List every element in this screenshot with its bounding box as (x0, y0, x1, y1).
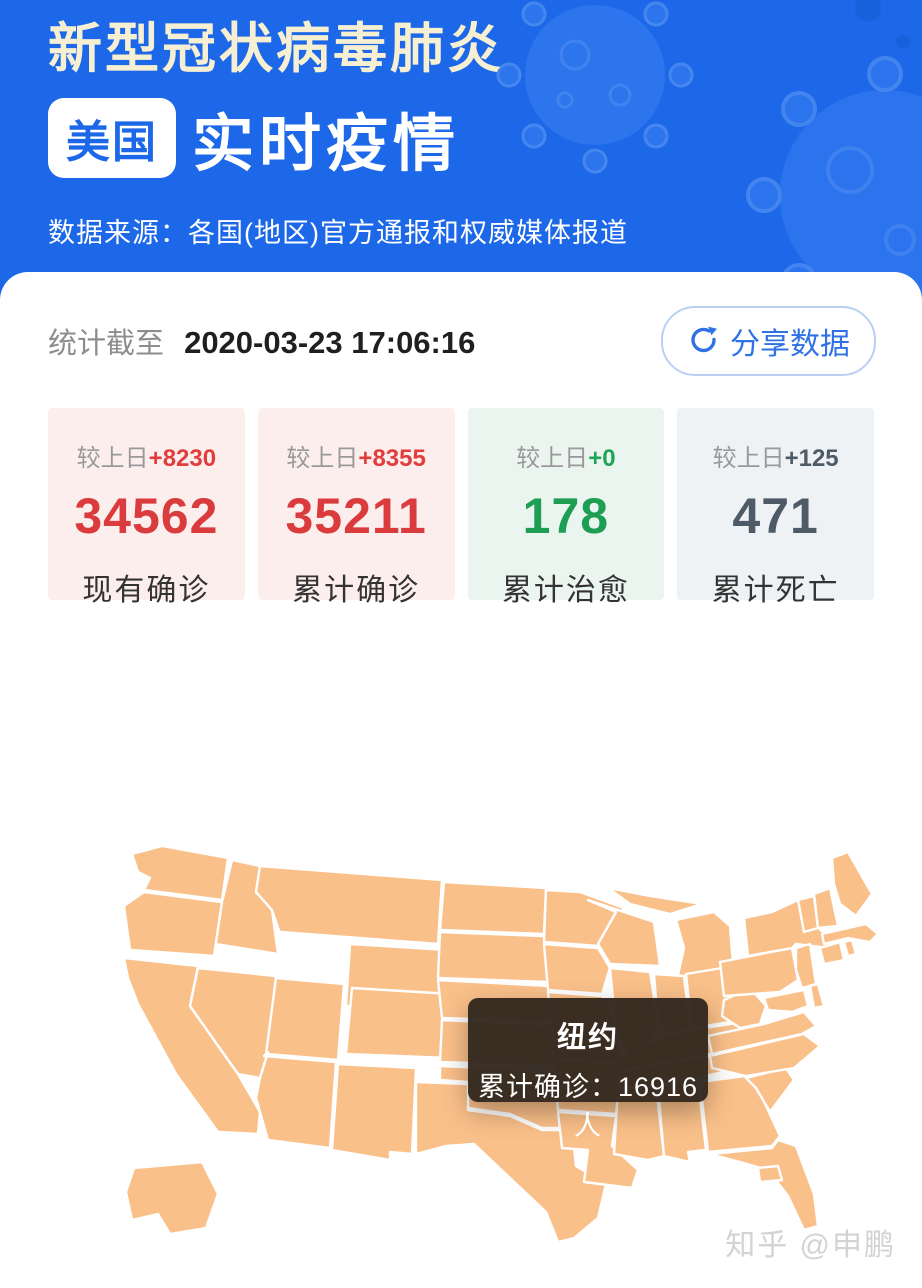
stat-label: 现有确诊 (82, 574, 211, 607)
stat-value: 34562 (74, 488, 219, 544)
stat-cards-row: 较上日+8230 34562 现有确诊 较上日+8355 35211 累计确诊 … (48, 408, 874, 607)
diff-value: +0 (588, 445, 616, 472)
state-RI[interactable] (842, 938, 858, 958)
tooltip-confirmed-line: 累计确诊：16916人 (477, 1072, 699, 1141)
stat-value: 35211 (285, 488, 427, 544)
state-TX[interactable] (414, 1080, 608, 1244)
state-DE[interactable] (808, 982, 826, 1010)
state-PR[interactable] (756, 1164, 784, 1184)
state-ME[interactable] (830, 850, 874, 918)
stat-value: 471 (732, 488, 819, 544)
diff-prefix: 较上日 (76, 445, 149, 472)
stat-card-cumulative-deaths: 较上日+125 471 累计死亡 (677, 408, 874, 607)
content-sheet: 统计截至 2020-03-23 17:06:16 分享数据 较上日+8230 3… (0, 272, 922, 1288)
stat-label: 累计死亡 (711, 574, 840, 607)
state-IA[interactable] (542, 942, 612, 996)
timestamp-value: 2020-03-23 17:06:16 (184, 325, 476, 360)
state-ND[interactable] (438, 880, 548, 936)
state-CT[interactable] (818, 940, 846, 966)
stat-card-cumulative-confirmed: 较上日+8355 35211 累计确诊 (257, 408, 455, 607)
stat-label: 累计确诊 (292, 574, 421, 607)
state-AZ[interactable] (254, 1050, 338, 1150)
diff-value: +8355 (358, 445, 426, 472)
state-MI-upper[interactable] (606, 886, 704, 916)
state-CO[interactable] (344, 986, 454, 1060)
state-NH[interactable] (812, 886, 840, 930)
timestamp-row: 统计截至 2020-03-23 17:06:16 (48, 320, 475, 362)
page-subtitle: 实时疫情 (192, 110, 461, 180)
state-MD[interactable] (762, 988, 810, 1014)
header-banner: 新型冠状病毒肺炎 美国 实时疫情 数据来源：各国(地区)官方通报和权威媒体报道 (0, 0, 922, 312)
diff-prefix: 较上日 (286, 445, 359, 472)
diff-value: +125 (784, 445, 839, 472)
state-WI[interactable] (586, 898, 662, 968)
timestamp-prefix: 统计截至 (48, 328, 165, 360)
stat-card-cumulative-cured: 较上日+0 178 累计治愈 (467, 408, 665, 607)
state-WA[interactable] (130, 844, 230, 902)
state-MT[interactable] (254, 864, 444, 946)
state-FL[interactable] (708, 1138, 820, 1232)
state-SD[interactable] (436, 930, 550, 984)
map-tooltip: 纽约 累计确诊：16916人 (468, 998, 708, 1141)
diff-prefix: 较上日 (712, 445, 785, 472)
data-source-line: 数据来源：各国(地区)官方通报和权威媒体报道 (48, 218, 628, 249)
stat-card-existing-confirmed: 较上日+8230 34562 现有确诊 (48, 408, 245, 607)
circular-arrow-icon (691, 326, 717, 353)
tooltip-state-name: 纽约 (556, 1022, 619, 1054)
state-UT[interactable] (264, 976, 346, 1062)
state-OR[interactable] (122, 890, 224, 958)
stat-value: 178 (522, 488, 610, 544)
state-NM[interactable] (330, 1062, 418, 1162)
share-data-label: 分享数据 (730, 328, 850, 361)
virus-decoration-icon (496, 0, 922, 312)
state-AK[interactable] (124, 1160, 220, 1236)
state-MA[interactable] (820, 922, 880, 946)
country-badge: 美国 (48, 98, 176, 179)
watermark: 知乎 @申鹏 (725, 1229, 896, 1262)
diff-value: +8230 (148, 445, 217, 472)
share-data-button[interactable]: 分享数据 (661, 306, 876, 376)
state-NJ[interactable] (794, 942, 818, 990)
usa-map: 纽约 累计确诊：16916人 (110, 838, 910, 1248)
diff-prefix: 较上日 (516, 445, 589, 472)
state-VA[interactable] (706, 1010, 818, 1056)
page-title: 新型冠状病毒肺炎 (48, 19, 504, 79)
stat-label: 累计治愈 (501, 574, 630, 607)
stats-header-row: 统计截至 2020-03-23 17:06:16 分享数据 (48, 306, 876, 376)
